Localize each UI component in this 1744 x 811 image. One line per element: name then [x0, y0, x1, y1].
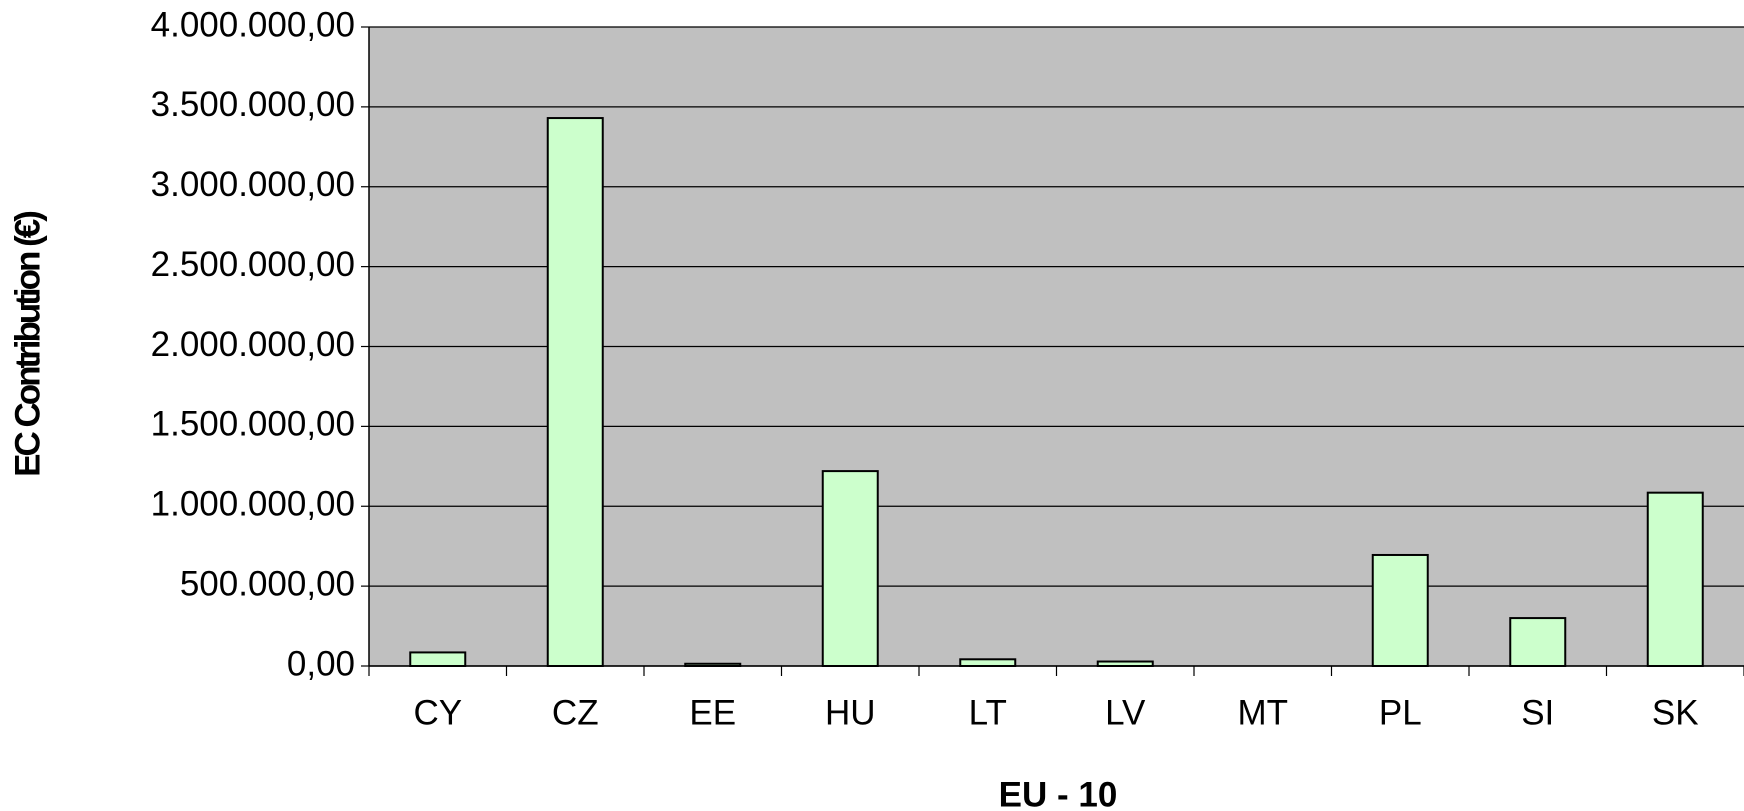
y-tick-label: 3.500.000,00 [151, 85, 355, 124]
y-axis-label: EC Contribution (€) [8, 212, 47, 477]
x-tick-label: SK [1652, 693, 1699, 732]
bar [821, 470, 879, 668]
bar [1371, 553, 1429, 668]
x-axis-label: EU - 10 [999, 775, 1118, 811]
x-tick-label: LV [1105, 693, 1146, 732]
bar [684, 662, 742, 667]
x-tick-label: CZ [552, 693, 599, 732]
x-tick-label: PL [1379, 693, 1422, 732]
bar [1096, 660, 1154, 667]
y-tick-label: 4.000.000,00 [151, 5, 355, 44]
y-tick-label: 0,00 [287, 644, 355, 683]
y-tick-label: 500.000,00 [180, 564, 355, 603]
x-tick-label: MT [1237, 693, 1288, 732]
y-tick-label: 1.500.000,00 [151, 405, 355, 444]
y-tick-label: 2.000.000,00 [151, 325, 355, 364]
bar [1509, 617, 1567, 668]
y-tick-label: 3.000.000,00 [151, 165, 355, 204]
x-tick-label: CY [413, 693, 462, 732]
x-tick-label: LT [969, 693, 1007, 732]
x-tick-label: HU [825, 693, 876, 732]
bar [1646, 491, 1704, 668]
y-tick-label: 2.500.000,00 [151, 245, 355, 284]
y-tick-label: 1.000.000,00 [151, 485, 355, 524]
bar [546, 117, 604, 668]
bar [959, 658, 1017, 668]
x-tick-label: EE [689, 693, 736, 732]
bar [409, 651, 467, 668]
x-tick-label: SI [1521, 693, 1554, 732]
